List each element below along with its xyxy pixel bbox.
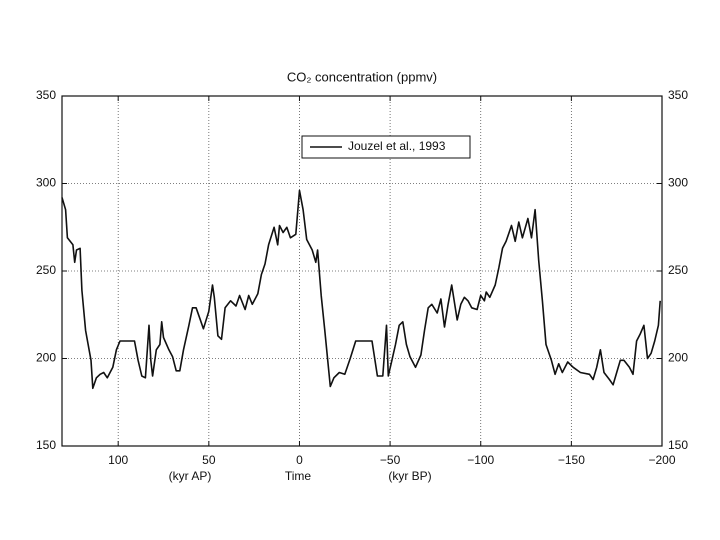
x-tick-label: 100 [108, 453, 128, 467]
data-line [61, 189, 661, 390]
y-tick-label-right: 250 [668, 263, 688, 277]
y-tick-label-right: 200 [668, 351, 688, 365]
y-tick-label: 200 [36, 351, 56, 365]
legend-box [301, 135, 471, 159]
y-tick-label: 250 [36, 263, 56, 277]
chart-title: CO₂ concentration (ppmv) [287, 69, 437, 84]
plot-frame [61, 95, 663, 447]
axis-annotation: Time [285, 469, 312, 483]
y-tick-label-right: 300 [668, 176, 688, 190]
x-tick-label: −200 [648, 453, 675, 467]
x-tick-label: 50 [202, 453, 216, 467]
axis-annotation: (kyr AP) [169, 469, 212, 483]
y-tick-label: 300 [36, 176, 56, 190]
x-tick-label: −50 [380, 453, 401, 467]
y-tick-label-right: 350 [668, 88, 688, 102]
y-tick-label: 150 [36, 438, 56, 452]
x-tick-label: 0 [296, 453, 303, 467]
axis-annotation: (kyr BP) [388, 469, 431, 483]
y-tick-label: 350 [36, 88, 56, 102]
x-tick-label: −100 [467, 453, 494, 467]
y-tick-label-right: 150 [668, 438, 688, 452]
legend-label: Jouzel et al., 1993 [348, 139, 446, 153]
x-tick-label: −150 [558, 453, 585, 467]
